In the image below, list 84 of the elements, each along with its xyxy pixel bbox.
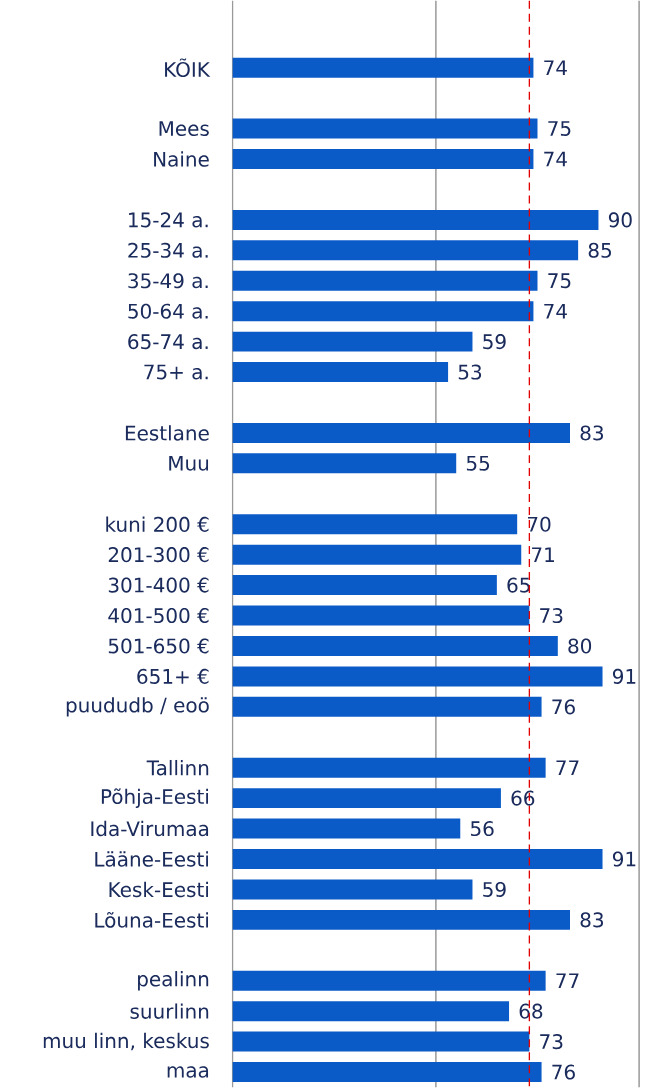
data-label: 76 xyxy=(552,1064,575,1080)
data-label: 55 xyxy=(466,455,490,471)
bar xyxy=(232,605,530,626)
y-tick-label: muu linn, keskus xyxy=(43,1032,209,1051)
bar xyxy=(232,362,449,383)
data-label: 59 xyxy=(483,334,506,350)
bar xyxy=(232,270,538,291)
bar xyxy=(232,575,497,596)
bar xyxy=(232,1031,530,1052)
bar xyxy=(232,422,570,443)
bar xyxy=(232,514,518,535)
bar xyxy=(232,1062,542,1083)
y-tick-label: 401-500 € xyxy=(108,607,209,624)
y-tick-label: puududb / eoö xyxy=(66,697,209,717)
data-label: 66 xyxy=(511,790,535,806)
data-label: 65 xyxy=(507,577,530,593)
y-tick-label: pealinn xyxy=(138,971,209,991)
y-tick-label: Tallinn xyxy=(146,759,209,776)
y-tick-label: KÕIK xyxy=(165,58,211,78)
bar xyxy=(232,209,599,230)
data-label: 80 xyxy=(568,638,592,654)
bar xyxy=(232,696,542,717)
y-tick-label: 15-24 a. xyxy=(129,212,208,228)
y-tick-label: 201-300 € xyxy=(108,547,209,563)
bar xyxy=(232,118,538,139)
bar xyxy=(232,635,558,656)
data-label: 91 xyxy=(612,668,636,684)
data-label: 90 xyxy=(608,212,632,228)
data-label: 75 xyxy=(548,121,571,137)
data-label: 59 xyxy=(483,881,506,897)
y-tick-label: 50-64 a. xyxy=(128,303,208,319)
y-tick-label: kuni 200 € xyxy=(106,516,209,532)
y-tick-label: 65-74 a. xyxy=(128,334,208,350)
y-tick-label: Kesk-Eesti xyxy=(109,881,208,898)
y-tick-label: Muu xyxy=(169,455,208,471)
data-label: 73 xyxy=(540,1034,563,1050)
data-label: 71 xyxy=(532,547,554,562)
y-tick-label: 25-34 a. xyxy=(128,242,208,258)
bar xyxy=(232,57,534,78)
y-tick-label: 75+ a. xyxy=(144,364,208,380)
bar xyxy=(232,544,522,565)
y-tick-label: Mees xyxy=(159,121,209,137)
data-label: 83 xyxy=(580,912,603,928)
data-label: 68 xyxy=(519,1003,543,1019)
y-tick-label: Lõuna-Eesti xyxy=(95,911,208,928)
y-tick-label: 501-650 € xyxy=(108,638,209,654)
y-tick-label: Lääne-Eesti xyxy=(95,851,208,867)
data-label: 91 xyxy=(612,851,636,867)
y-tick-label: suurlinn xyxy=(130,1003,209,1019)
bar xyxy=(232,666,603,687)
y-tick-label: Ida-Virumaa xyxy=(91,820,209,837)
data-label: 85 xyxy=(588,242,611,258)
bar xyxy=(232,909,570,930)
y-tick-label: Eestlane xyxy=(125,425,209,441)
bar xyxy=(232,849,603,869)
data-label: 70 xyxy=(527,516,551,532)
y-tick-label: 651+ € xyxy=(137,668,209,684)
bar xyxy=(232,788,501,809)
data-label: 73 xyxy=(540,607,563,624)
data-label: 74 xyxy=(544,60,567,75)
y-tick-label: maa xyxy=(167,1066,208,1078)
data-label: 56 xyxy=(470,821,494,837)
y-tick-label: Naine xyxy=(154,151,209,167)
data-label: 77 xyxy=(556,760,579,775)
bar xyxy=(232,1001,510,1022)
data-label: 74 xyxy=(544,151,567,167)
bar xyxy=(232,240,579,261)
bar xyxy=(232,818,461,839)
data-label: 53 xyxy=(458,364,482,380)
bar xyxy=(232,453,457,474)
data-label: 76 xyxy=(552,699,575,715)
bar xyxy=(232,331,473,352)
bar xyxy=(232,149,534,170)
bar xyxy=(232,301,534,322)
data-label: 83 xyxy=(580,425,603,441)
data-label: 74 xyxy=(544,303,567,319)
bar xyxy=(232,970,546,991)
data-label: 77 xyxy=(556,973,579,989)
bar xyxy=(232,879,473,900)
y-tick-label: Põhja-Eesti xyxy=(101,788,208,808)
y-tick-label: 301-400 € xyxy=(108,577,209,593)
bar xyxy=(232,757,546,778)
data-label: 75 xyxy=(548,273,571,289)
y-tick-label: 35-49 a. xyxy=(128,273,208,289)
